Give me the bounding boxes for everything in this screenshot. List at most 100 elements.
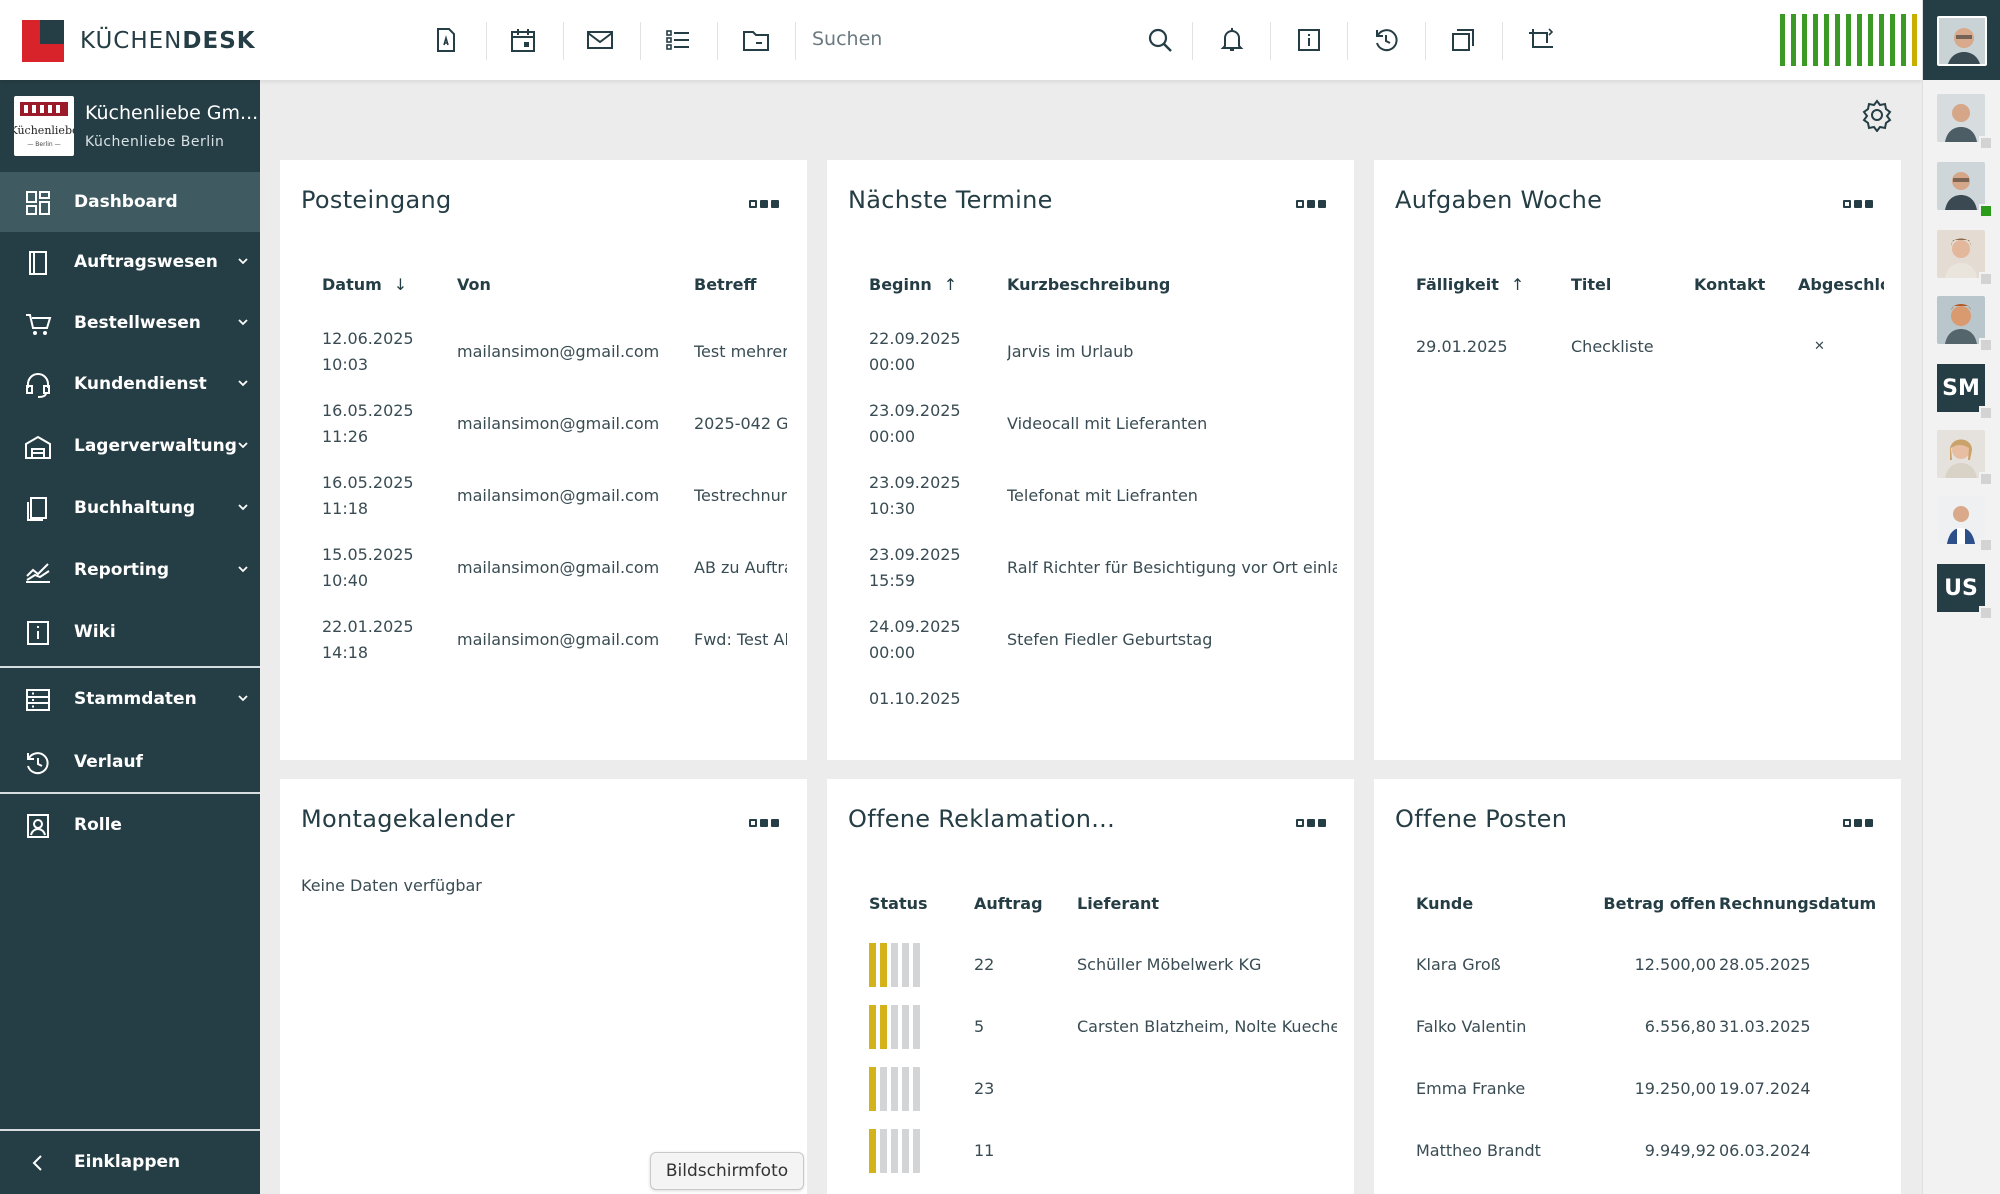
- user-online-dot: [1979, 204, 1993, 218]
- sidebar-item-buchhaltung[interactable]: Buchhaltung: [0, 478, 260, 538]
- user-initials-avatar[interactable]: SM: [1937, 364, 1985, 412]
- crop-rotate-icon[interactable]: [1521, 20, 1561, 60]
- sort-arrow-icon[interactable]: ↓: [393, 275, 408, 294]
- user-avatar[interactable]: [1937, 430, 1985, 478]
- column-header-abgeschlossen[interactable]: Abgeschlo: [1798, 275, 1884, 294]
- sidebar-item-stammdaten[interactable]: Stammdaten: [0, 669, 260, 729]
- headset-icon: [26, 373, 50, 398]
- info-box-icon: [27, 621, 49, 645]
- row-order: 11: [974, 1141, 995, 1160]
- sidebar-item-label: Verlauf: [74, 752, 143, 772]
- row-supplier: Schüller Möbelwerk KG: [1077, 955, 1262, 974]
- list-icon[interactable]: [658, 20, 698, 60]
- card-title: Nächste Termine: [848, 186, 1053, 214]
- status-segment: [880, 943, 887, 987]
- card-menu-button[interactable]: [1843, 200, 1873, 208]
- row-amount: 19.250,00: [1634, 1079, 1716, 1098]
- column-header-status[interactable]: Status: [869, 894, 928, 913]
- calendar-icon[interactable]: [503, 20, 543, 60]
- app-logo[interactable]: KÜCHENDESK: [22, 20, 256, 62]
- folder-icon[interactable]: [736, 20, 776, 60]
- status-segment: [869, 1005, 876, 1049]
- row-invoice-date: 28.05.2025: [1719, 955, 1811, 974]
- svg-text:— Berlin —: — Berlin —: [27, 141, 60, 148]
- mail-icon[interactable]: [580, 20, 620, 60]
- status-segment: [913, 1005, 920, 1049]
- sidebar-item-verlauf[interactable]: Verlauf: [0, 732, 260, 792]
- user-status-dot: [1979, 136, 1993, 150]
- row-title: Checkliste: [1571, 337, 1654, 356]
- gear-icon[interactable]: [1860, 98, 1894, 132]
- sidebar-item-label: Rolle: [74, 815, 122, 835]
- sidebar-item-kundendienst[interactable]: Kundendienst: [0, 354, 260, 414]
- row-date: 24.09.2025 00:00: [869, 617, 961, 662]
- sidebar-item-auftragswesen[interactable]: Auftragswesen: [0, 232, 260, 292]
- user-avatar[interactable]: [1937, 94, 1985, 142]
- window-icon[interactable]: [1443, 20, 1483, 60]
- logo-mark: [22, 20, 64, 62]
- search-icon[interactable]: [1140, 20, 1180, 60]
- card-menu-button[interactable]: [749, 200, 779, 208]
- row-subject: Fwd: Test Al: [694, 630, 787, 649]
- row-date: 01.10.2025: [869, 689, 961, 708]
- column-header-lieferant[interactable]: Lieferant: [1077, 894, 1160, 913]
- column-header-beginn[interactable]: Beginn ↑: [869, 275, 958, 294]
- column-header-datum[interactable]: Datum ↓: [322, 275, 408, 294]
- sort-arrow-icon[interactable]: ↑: [943, 275, 958, 294]
- column-header-betrag-offen[interactable]: Betrag offen: [1603, 894, 1716, 913]
- column-header-kurzbeschreibung[interactable]: Kurzbeschreibung: [1007, 275, 1171, 294]
- status-gauge: [869, 1005, 920, 1049]
- sort-arrow-icon[interactable]: ↑: [1510, 275, 1525, 294]
- sidebar-item-dashboard[interactable]: Dashboard: [0, 172, 260, 232]
- row-amount: 6.556,80: [1644, 1017, 1716, 1036]
- card-menu-button[interactable]: [1843, 819, 1873, 827]
- status-gauge: [869, 1067, 920, 1111]
- company-switcher[interactable]: Küchenliebe — Berlin — Küchenliebe Gm...…: [0, 80, 260, 172]
- column-header-rechnungsdatum[interactable]: Rechnungsdatum: [1719, 894, 1877, 913]
- user-avatar[interactable]: [1937, 496, 1985, 544]
- user-avatar[interactable]: [1937, 230, 1985, 278]
- column-header-faelligkeit[interactable]: Fälligkeit ↑: [1416, 275, 1525, 294]
- column-header-auftrag[interactable]: Auftrag: [974, 894, 1043, 913]
- row-supplier: Carsten Blatzheim, Nolte Kueche: [1077, 1017, 1337, 1036]
- ledger-icon: [27, 497, 47, 521]
- search-input[interactable]: Suchen: [812, 28, 883, 50]
- card-menu-button[interactable]: [749, 819, 779, 827]
- card-montagekalender: Montagekalender Keine Daten verfügbar: [280, 779, 807, 1194]
- bell-icon[interactable]: [1212, 20, 1252, 60]
- status-segment: [880, 1005, 887, 1049]
- user-avatar[interactable]: [1937, 296, 1985, 344]
- card-menu-button[interactable]: [1296, 200, 1326, 208]
- row-subject: AB zu Auftra: [694, 558, 787, 577]
- row-description: Videocall mit Lieferanten: [1007, 414, 1208, 433]
- column-header-von[interactable]: Von: [457, 275, 491, 294]
- document-icon[interactable]: [426, 20, 466, 60]
- history-icon[interactable]: [1366, 20, 1406, 60]
- chevron-down-icon: [238, 504, 248, 511]
- card-menu-button[interactable]: [1296, 819, 1326, 827]
- sidebar-item-rolle[interactable]: Rolle: [0, 795, 260, 855]
- current-user-panel[interactable]: [1923, 0, 2000, 80]
- card-aufgaben-woche: Aufgaben Woche Fälligkeit ↑ Titel Kontakt…: [1374, 160, 1901, 760]
- row-sender: mailansimon@gmail.com: [457, 486, 660, 505]
- sidebar-item-wiki[interactable]: Wiki: [0, 602, 260, 662]
- column-header-kontakt[interactable]: Kontakt: [1694, 275, 1766, 294]
- card-title: Montagekalender: [301, 805, 515, 833]
- sidebar-item-bestellwesen[interactable]: Bestellwesen: [0, 293, 260, 353]
- column-header-kunde[interactable]: Kunde: [1416, 894, 1474, 913]
- sidebar: Küchenliebe — Berlin — Küchenliebe Gm...…: [0, 80, 260, 1194]
- sidebar-item-reporting[interactable]: Reporting: [0, 540, 260, 600]
- sidebar-item-lagerverwaltung[interactable]: Lagerverwaltung: [0, 416, 260, 476]
- current-user-avatar[interactable]: [1937, 16, 1987, 66]
- row-description: Ralf Richter für Besichtigung vor Ort ei…: [1007, 558, 1337, 577]
- status-segment: [869, 1067, 876, 1111]
- user-avatar[interactable]: [1937, 162, 1985, 210]
- row-order: 23: [974, 1079, 995, 1098]
- column-header-titel[interactable]: Titel: [1571, 275, 1612, 294]
- collapse-sidebar-button[interactable]: Einklappen: [0, 1132, 260, 1192]
- info-icon[interactable]: [1289, 20, 1329, 60]
- column-header-betreff[interactable]: Betreff: [694, 275, 757, 294]
- sidebar-divider: [0, 1129, 260, 1131]
- user-initials-avatar[interactable]: US: [1937, 564, 1985, 612]
- status-segment: [891, 1005, 898, 1049]
